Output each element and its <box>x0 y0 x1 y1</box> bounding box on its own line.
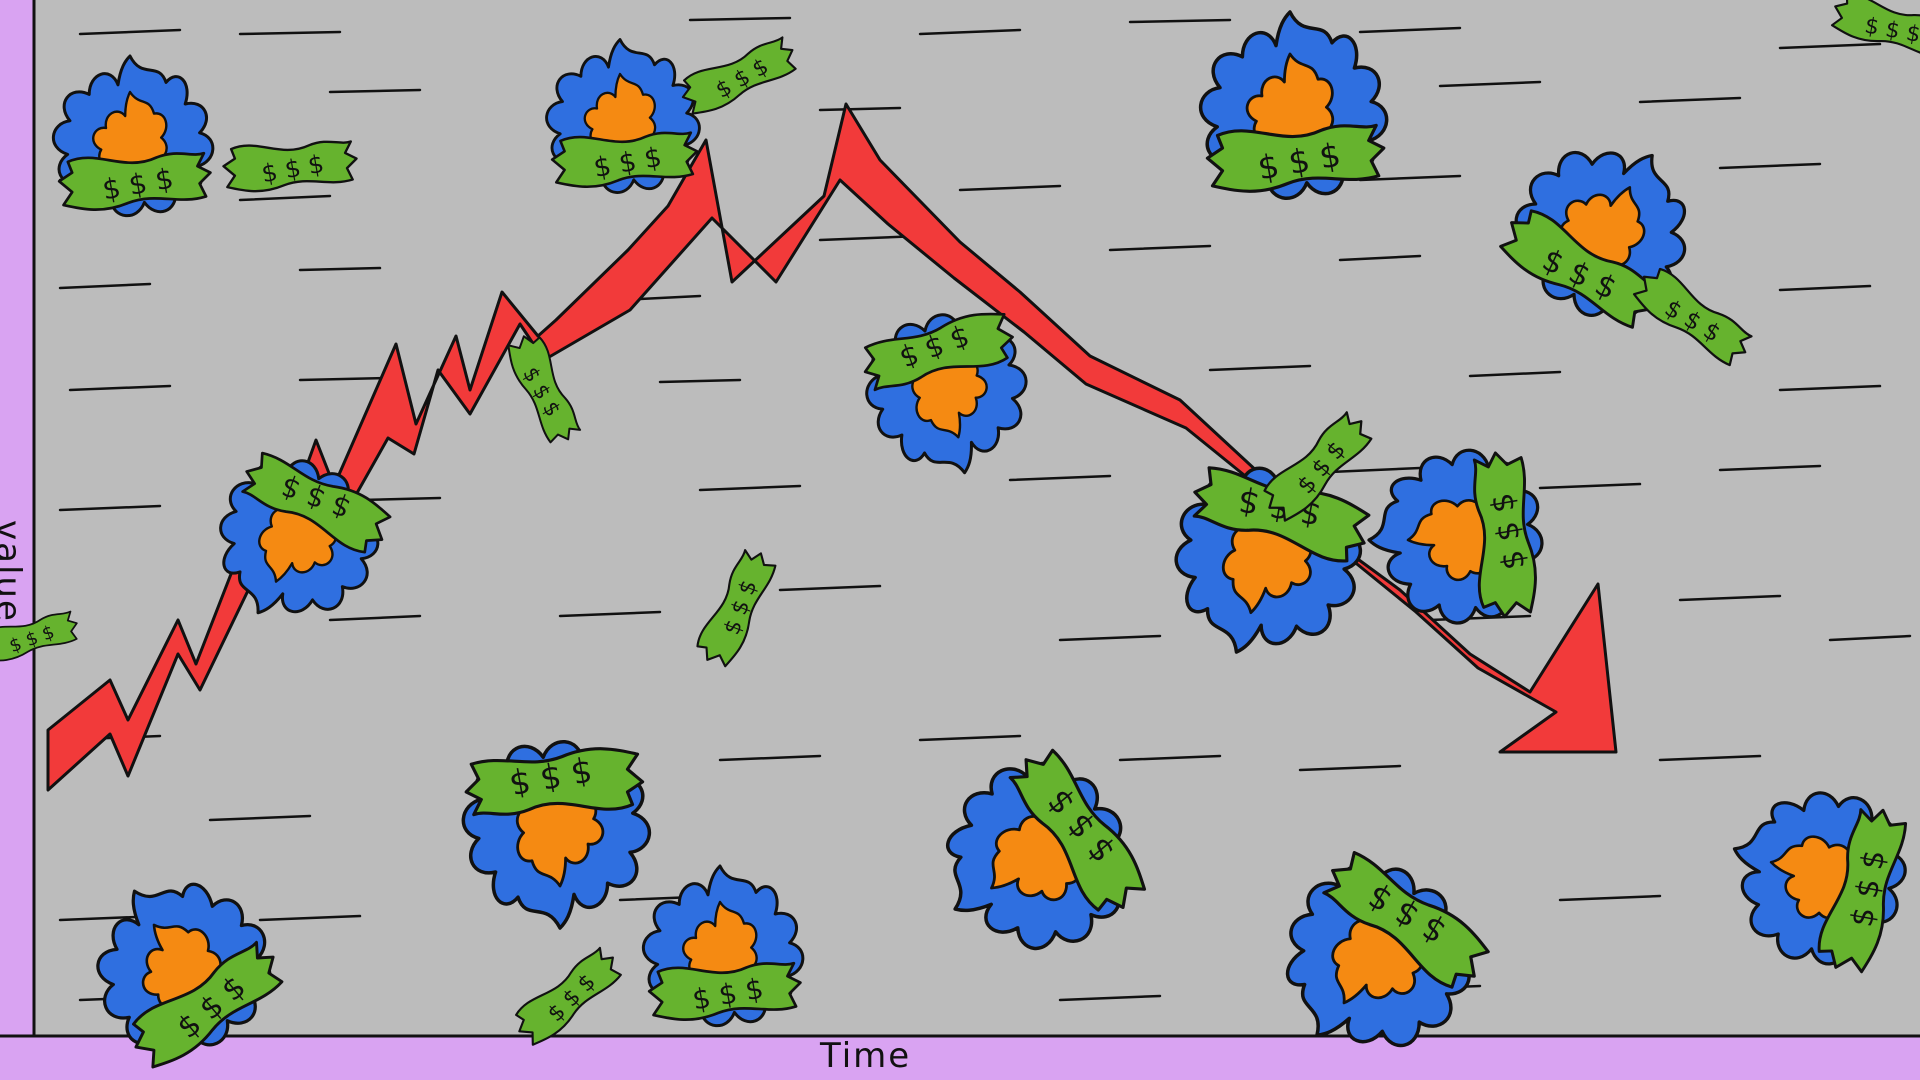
y-axis-label: value <box>0 520 28 623</box>
trend-arrow <box>46 102 1618 792</box>
trend-arrow-body <box>46 102 1618 792</box>
x-axis-label: Time <box>820 1036 912 1076</box>
